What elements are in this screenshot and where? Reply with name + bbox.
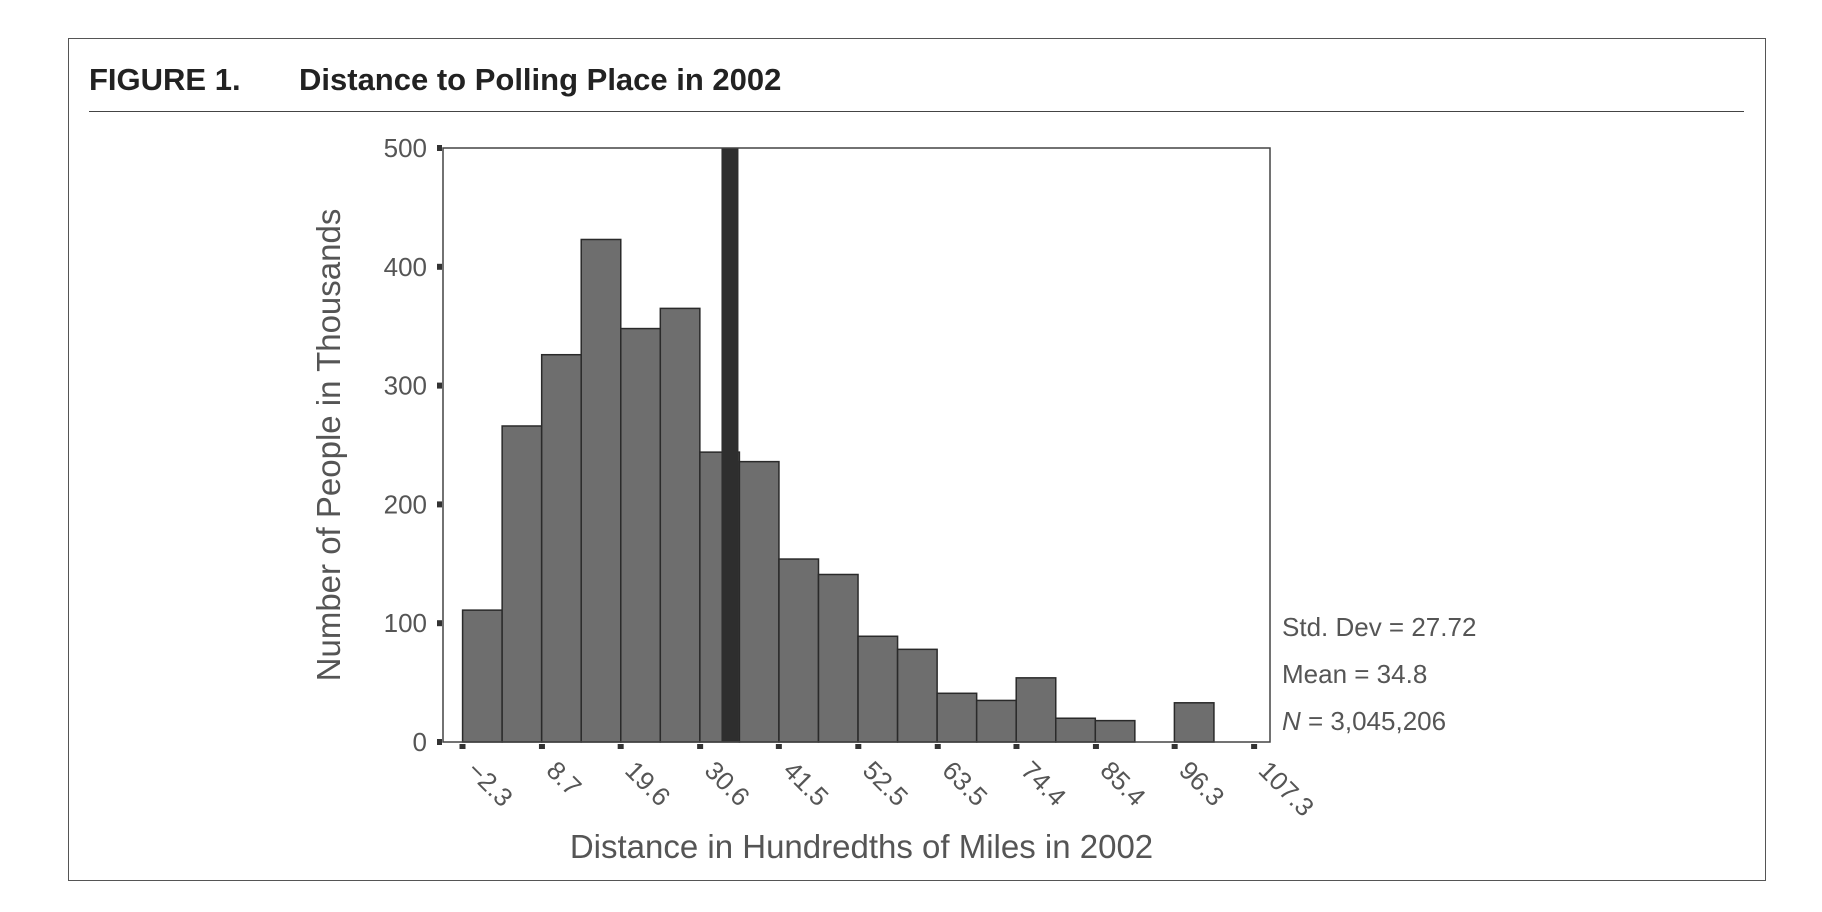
y-tick-label: 200 (384, 489, 427, 519)
x-axis-label: Distance in Hundredths of Miles in 2002 (570, 828, 1153, 865)
mean-line (721, 148, 739, 742)
y-tick-mark (437, 145, 442, 151)
x-tick-mark (775, 744, 782, 749)
y-tick-label: 400 (384, 252, 427, 282)
x-tick-mark (538, 744, 545, 749)
bars-group (461, 238, 1215, 743)
histogram-bar (1055, 717, 1097, 743)
x-tick-mark (1013, 744, 1020, 749)
x-tick-mark (1092, 744, 1099, 749)
x-tick-label: 74.4 (1015, 755, 1072, 812)
histogram-bar (857, 635, 899, 743)
histogram-bar (620, 327, 662, 743)
mean-annotation: Mean = 34.8 (1282, 659, 1427, 689)
x-tick-label: 52.5 (857, 755, 914, 812)
y-tick-label: 500 (384, 133, 427, 163)
y-tick-mark (437, 263, 442, 270)
plot-frame (442, 147, 1271, 743)
std-dev-annotation: Std. Dev = 27.72 (1282, 612, 1476, 642)
x-tick-label: 63.5 (937, 755, 994, 812)
y-axis-label: Number of People in Thousands (310, 209, 347, 682)
n-value: = 3,045,206 (1301, 706, 1446, 736)
histogram-bar (1015, 677, 1057, 743)
y-axis-ticks: 0 100 200 300 400 500 (384, 133, 442, 757)
x-tick-label: 85.4 (1095, 755, 1152, 812)
figure-title: Distance to Polling Place in 2002 (299, 62, 782, 97)
histogram-bar (1173, 702, 1215, 743)
x-tick-label: 30.6 (699, 755, 756, 812)
x-tick-label: 107.3 (1253, 755, 1320, 822)
figure-header: FIGURE 1. Distance to Polling Place in 2… (89, 56, 1744, 112)
x-tick-mark (1251, 744, 1258, 749)
histogram-bar (540, 353, 582, 743)
figure-label: FIGURE 1. (89, 62, 241, 97)
n-annotation: N = 3,045,206 (1282, 706, 1446, 736)
histogram-bar (461, 609, 503, 743)
histogram-bar (936, 692, 978, 743)
y-tick-mark (437, 620, 442, 627)
x-tick-mark (934, 744, 941, 749)
histogram-bar (817, 573, 859, 743)
y-tick-label: 100 (384, 608, 427, 638)
histogram-bar (580, 238, 622, 743)
x-tick-mark (617, 744, 624, 749)
y-tick-mark (437, 501, 442, 508)
x-tick-mark (1171, 744, 1178, 749)
x-tick-label: −2.3 (461, 755, 519, 813)
histogram-bar (659, 307, 701, 743)
histogram-bar (501, 425, 543, 743)
histogram-bar (975, 699, 1017, 743)
y-tick-mark (437, 739, 442, 745)
y-tick-mark (437, 382, 442, 389)
histogram-bar (738, 460, 780, 743)
histogram-bar (1094, 719, 1136, 743)
x-tick-label: 96.3 (1173, 755, 1230, 812)
y-tick-label: 300 (384, 371, 427, 401)
x-tick-label: 8.7 (541, 755, 588, 802)
histogram-bar (896, 648, 938, 743)
x-tick-label: 19.6 (619, 755, 676, 812)
x-tick-mark (697, 744, 704, 749)
x-tick-label: 41.5 (778, 755, 835, 812)
y-tick-label: 0 (413, 727, 427, 757)
x-tick-mark (459, 744, 466, 749)
x-tick-mark (855, 744, 862, 749)
n-symbol: N (1282, 706, 1301, 736)
histogram-bar (778, 558, 820, 743)
x-axis-ticks: −2.3 8.7 19.6 30.6 41.5 52.5 63.5 74.4 85.4 96.3 1… (459, 744, 1320, 822)
